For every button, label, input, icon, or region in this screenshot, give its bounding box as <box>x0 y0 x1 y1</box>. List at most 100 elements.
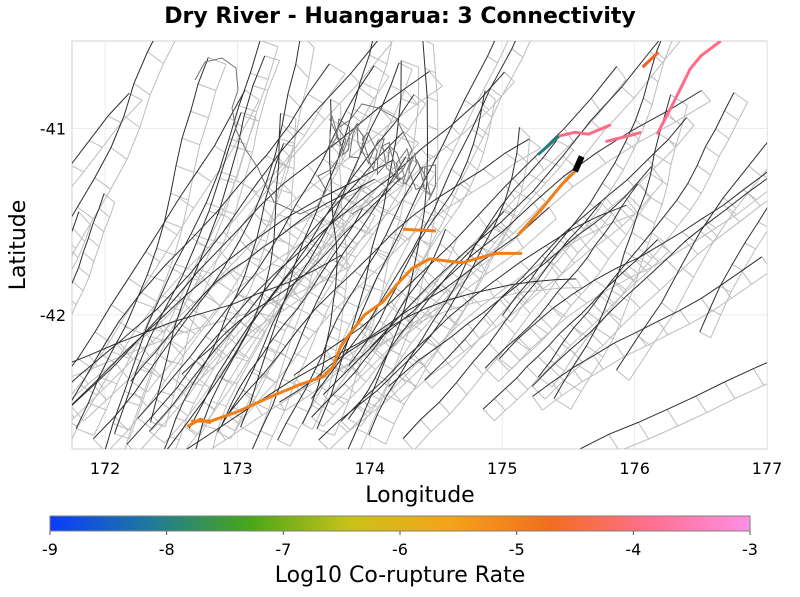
fault-patch-rung <box>92 438 104 449</box>
fault-patch-rung <box>528 326 543 341</box>
fault-patch-rung <box>181 373 195 386</box>
fault-patch-rung <box>482 235 496 244</box>
fault-patch-rung <box>487 55 498 64</box>
fault-patch-rung <box>695 395 708 413</box>
fault-patch-rung <box>503 322 516 335</box>
fault-patch-rung <box>368 434 387 445</box>
fault-patch-rung <box>352 225 366 234</box>
fault-patch-rung <box>356 406 368 417</box>
fault-patch-rung <box>311 404 322 412</box>
fault-patch-rung <box>359 350 371 361</box>
fault-patch-rung <box>679 16 691 27</box>
fault-patch-rung <box>528 173 546 184</box>
fault-patch-rung <box>145 251 161 263</box>
fault-patch-rung <box>283 302 297 310</box>
fault-patch-rung <box>490 87 502 98</box>
fault-patch-rung <box>702 217 716 229</box>
fault-trace <box>217 62 400 433</box>
x-tick-label: 173 <box>222 459 253 478</box>
fault-patch-rung <box>499 298 513 315</box>
fault-trace <box>615 141 767 371</box>
fault-patch-rung <box>208 57 227 65</box>
fault-patch-rung <box>147 274 166 283</box>
fault-patch-rung <box>381 362 395 372</box>
fault-patch-rung <box>374 377 388 386</box>
fault-patch-rung <box>635 120 645 128</box>
fault-patch-rung <box>324 230 336 239</box>
fault-patch-rung <box>52 324 63 333</box>
fault-patch-edge <box>164 142 420 444</box>
fault-patch-rung <box>96 380 105 390</box>
x-tick-label: 174 <box>355 459 386 478</box>
fault-patch-rung <box>260 204 275 221</box>
fault-patch-rung <box>635 332 647 347</box>
fault-patch-rung <box>569 323 582 336</box>
fault-patch-rung <box>190 110 209 119</box>
colorbar-tick-label: -6 <box>392 540 408 559</box>
fault-patch-rung <box>157 318 171 334</box>
fault-patch-edge <box>72 202 116 316</box>
fault-trace <box>221 208 363 425</box>
fault-patch-rung <box>531 385 546 400</box>
fault-trace <box>72 193 105 285</box>
fault-patch-rung <box>88 402 107 411</box>
fault-patch-rung <box>665 30 674 37</box>
fault-trace <box>318 127 520 441</box>
fault-trace <box>424 117 687 381</box>
fault-patch-rung <box>613 280 626 294</box>
fault-patch-rung <box>465 263 484 274</box>
fault-patch-rung <box>181 137 200 146</box>
fault-patch-rung <box>459 177 471 188</box>
fault-patch-edge <box>284 287 582 412</box>
fault-patch-rung <box>482 408 495 422</box>
fault-patch-rung <box>705 224 719 239</box>
fault-patch-rung <box>319 274 333 283</box>
fault-patch-rung <box>311 416 324 427</box>
fault-patch-rung <box>148 431 165 444</box>
fault-patch-rung <box>164 220 183 229</box>
fault-patch-rung <box>451 193 463 204</box>
x-axis-label: Longitude <box>365 483 474 508</box>
fault-patch-rung <box>82 252 95 262</box>
fault-patch-rung <box>724 110 739 121</box>
fault-patch-rung <box>217 431 231 440</box>
fault-patch-rung <box>19 338 31 351</box>
fault-patch-rung <box>420 273 431 287</box>
fault-patch-rung <box>455 382 468 395</box>
fault-patch-rung <box>596 152 607 164</box>
fault-patch-rung <box>34 215 47 222</box>
x-tick-label: 172 <box>90 459 121 478</box>
fault-patch-rung <box>401 60 419 68</box>
fault-patch-edge <box>329 137 531 449</box>
fault-patch-rung <box>295 204 311 217</box>
fault-patch-rung <box>403 372 417 389</box>
fault-patch-rung <box>282 378 295 385</box>
fault-patch-rung <box>679 310 691 325</box>
fault-patch-rung <box>414 214 427 224</box>
fault-patch-rung <box>459 183 472 194</box>
fault-patch-rung <box>249 324 261 333</box>
fault-patch-rung <box>520 261 530 271</box>
fault-patch-rung <box>224 333 238 345</box>
fault-patch-rung <box>118 342 128 352</box>
colorbar-tick-label: -3 <box>742 540 758 559</box>
fault-trace <box>75 57 209 429</box>
fault-patch-rung <box>306 246 320 257</box>
fault-patch-rung <box>605 197 614 207</box>
fault-patch-rung <box>271 298 285 311</box>
fault-patch-rung <box>608 434 619 449</box>
fault-patch-rung <box>503 230 513 242</box>
fault-patch-rung <box>44 337 55 346</box>
fault-patch-rung <box>516 377 529 390</box>
fault-patch-rung <box>563 175 574 188</box>
fault-trace <box>484 183 639 369</box>
fault-patch-rung <box>638 335 652 347</box>
fault-patch-rung <box>553 279 561 289</box>
fault-patch-rung <box>511 177 523 188</box>
rupture-segments <box>186 41 722 428</box>
fault-patch-rung <box>498 358 513 370</box>
x-axis-ticks: 172 173 174 175 176 177 <box>90 459 782 478</box>
fault-patch-rung <box>262 247 279 259</box>
fault-patch-rung <box>557 291 572 307</box>
fault-patch-rung <box>72 165 84 173</box>
